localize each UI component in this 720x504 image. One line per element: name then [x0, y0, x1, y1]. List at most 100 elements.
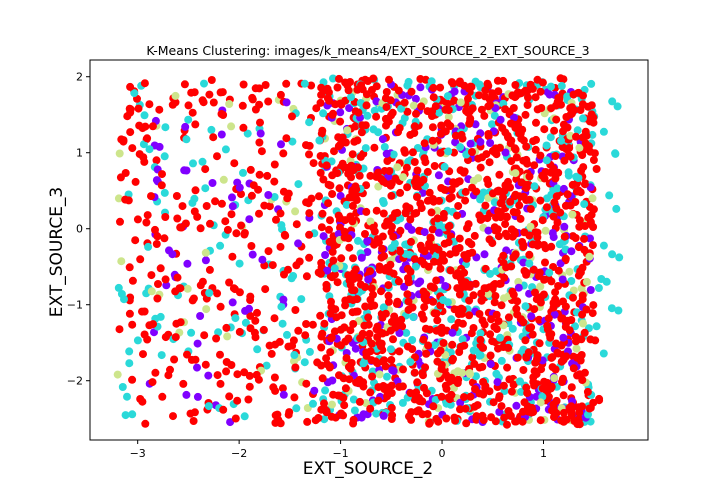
scatter-point — [133, 336, 142, 345]
scatter-point — [310, 386, 319, 395]
scatter-point — [504, 313, 513, 322]
scatter-point — [535, 339, 544, 348]
scatter-point — [233, 396, 242, 405]
scatter-point — [351, 122, 360, 131]
scatter-point — [507, 387, 516, 396]
scatter-point — [586, 234, 594, 243]
scatter-point — [614, 306, 623, 315]
scatter-point — [209, 133, 218, 142]
scatter-point — [145, 321, 154, 330]
scatter-point — [607, 304, 616, 313]
scatter-point — [363, 236, 372, 245]
scatter-point — [148, 378, 157, 387]
scatter-point — [540, 275, 549, 284]
scatter-point — [561, 322, 570, 331]
scatter-point — [263, 171, 272, 180]
scatter-point — [559, 408, 568, 417]
scatter-point — [454, 202, 463, 210]
scatter-point — [387, 191, 396, 200]
scatter-point — [554, 282, 563, 290]
scatter-point — [403, 290, 412, 299]
scatter-point — [544, 385, 553, 394]
scatter-point — [276, 242, 285, 251]
scatter-point — [384, 281, 393, 290]
scatter-point — [563, 123, 572, 132]
scatter-point — [506, 412, 515, 420]
scatter-point — [118, 383, 127, 391]
scatter-point — [486, 100, 494, 109]
scatter-point — [128, 410, 137, 419]
scatter-point — [447, 78, 456, 87]
scatter-point — [333, 83, 342, 92]
scatter-point — [130, 89, 139, 98]
scatter-point — [554, 349, 563, 358]
scatter-point — [483, 214, 492, 223]
scatter-point — [575, 143, 584, 152]
scatter-point — [372, 112, 381, 121]
scatter-point — [341, 296, 350, 305]
scatter-point — [119, 136, 128, 145]
scatter-point — [327, 412, 336, 421]
scatter-point — [245, 382, 254, 391]
scatter-point — [366, 404, 375, 413]
scatter-point — [230, 159, 239, 168]
scatter-point — [511, 123, 520, 132]
scatter-point — [359, 378, 368, 387]
scatter-point — [155, 105, 164, 114]
scatter-point — [466, 281, 474, 289]
scatter-point — [303, 417, 312, 426]
scatter-point — [559, 75, 568, 84]
scatter-point — [424, 262, 433, 271]
scatter-point — [140, 79, 149, 88]
scatter-point — [280, 270, 288, 279]
scatter-point — [578, 376, 587, 384]
scatter-point — [379, 411, 388, 420]
scatter-point — [578, 310, 587, 319]
scatter-point — [398, 398, 407, 407]
scatter-point — [417, 204, 426, 213]
scatter-point — [428, 123, 437, 132]
scatter-point — [142, 218, 151, 227]
scatter-point — [451, 131, 460, 140]
scatter-point — [487, 315, 496, 324]
scatter-point — [470, 402, 479, 411]
scatter-point — [448, 356, 457, 365]
scatter-point — [201, 256, 210, 265]
scatter-point — [193, 212, 202, 221]
scatter-point — [354, 163, 362, 172]
scatter-point — [493, 225, 502, 234]
scatter-point — [177, 223, 186, 232]
scatter-point — [134, 104, 143, 113]
scatter-point — [169, 412, 177, 421]
scatter-point — [557, 136, 565, 145]
scatter-point — [423, 167, 432, 176]
scatter-point — [294, 180, 303, 189]
scatter-point — [290, 393, 299, 402]
scatter-point — [448, 328, 457, 337]
scatter-point — [443, 119, 452, 128]
scatter-point — [378, 135, 387, 144]
scatter-point — [368, 372, 377, 381]
scatter-point — [342, 200, 351, 209]
scatter-point — [418, 410, 427, 419]
scatter-point — [445, 395, 454, 404]
scatter-point — [565, 267, 574, 276]
scatter-point — [566, 152, 575, 161]
scatter-point — [189, 159, 197, 168]
scatter-point — [439, 339, 448, 347]
scatter-point — [191, 186, 200, 195]
scatter-point — [573, 420, 582, 429]
scatter-point — [366, 295, 375, 304]
scatter-point — [589, 301, 598, 310]
scatter-point — [488, 239, 497, 248]
scatter-point — [501, 148, 510, 157]
scatter-point — [239, 80, 248, 89]
scatter-point — [223, 225, 232, 234]
scatter-point — [455, 348, 464, 356]
scatter-point — [536, 151, 545, 160]
scatter-point — [406, 215, 415, 224]
scatter-point — [580, 368, 589, 377]
scatter-point — [277, 140, 285, 149]
scatter-point — [214, 328, 223, 337]
scatter-point — [370, 143, 379, 152]
